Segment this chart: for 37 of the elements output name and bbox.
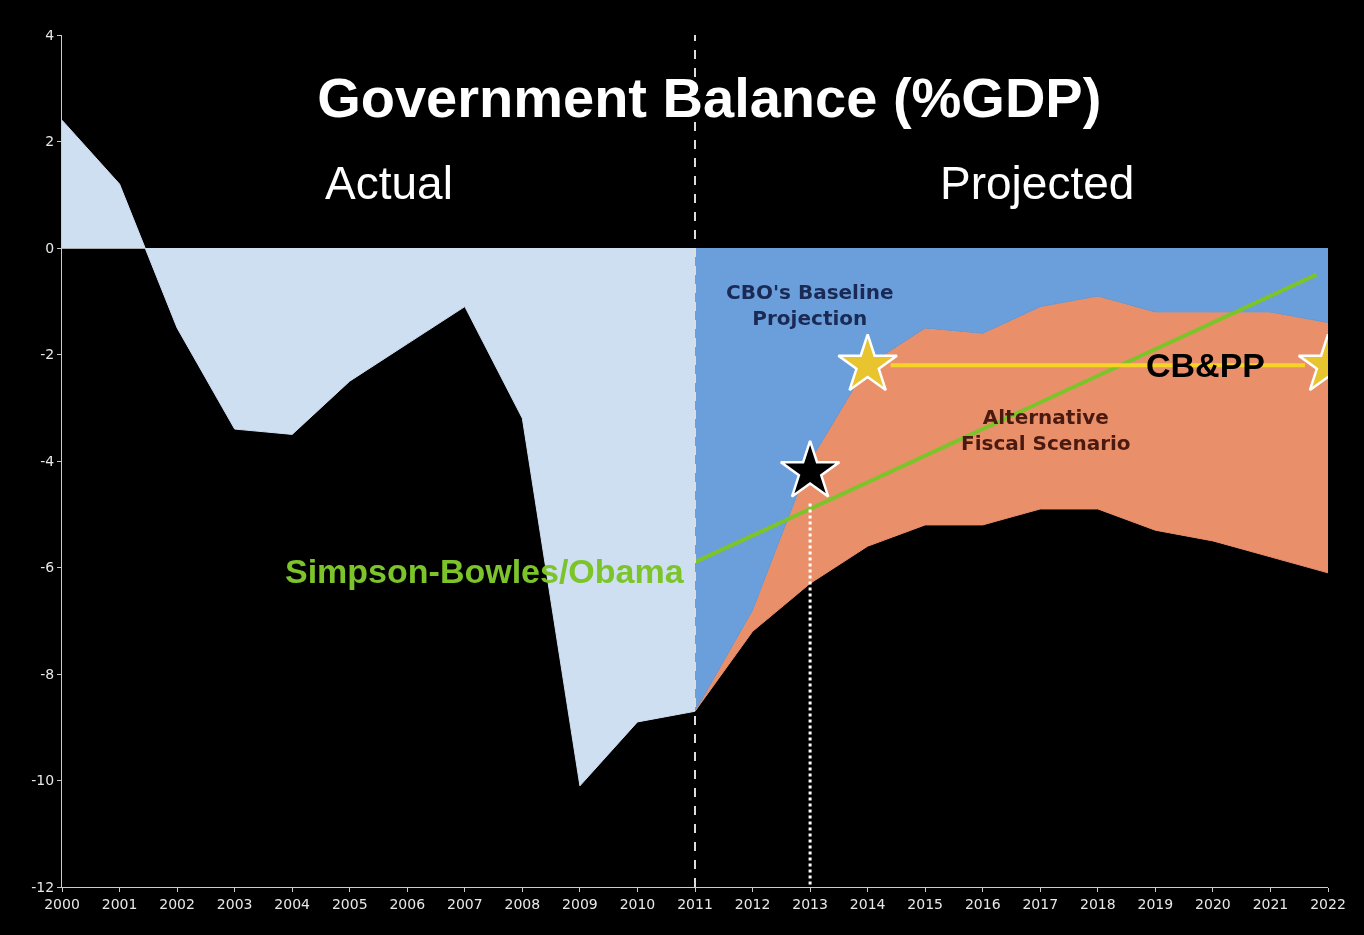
x-tick-label: 2008 bbox=[504, 895, 541, 912]
x-tick-label: 2007 bbox=[447, 895, 483, 912]
y-tick-label: -6 bbox=[40, 559, 55, 576]
x-tick-label: 2009 bbox=[562, 895, 598, 912]
x-tick-label: 2020 bbox=[1195, 895, 1231, 912]
y-tick-label: 0 bbox=[45, 239, 55, 256]
x-tick-label: 2000 bbox=[44, 895, 80, 912]
x-tick-label: 2018 bbox=[1080, 895, 1116, 912]
y-tick-label: -12 bbox=[31, 878, 55, 895]
x-tick-label: 2019 bbox=[1137, 895, 1174, 912]
x-tick-label: 2003 bbox=[216, 895, 253, 912]
y-tick-label: 4 bbox=[45, 26, 55, 43]
x-tick-label: 2012 bbox=[734, 895, 771, 912]
annotation: CBO's Baseline Projection bbox=[726, 280, 894, 330]
x-tick-label: 2015 bbox=[907, 895, 943, 912]
x-tick-label: 2006 bbox=[389, 895, 426, 912]
x-tick-label: 2004 bbox=[274, 895, 311, 912]
y-tick-label: -4 bbox=[40, 452, 55, 469]
x-tick-label: 2001 bbox=[101, 895, 138, 912]
x-tick-label: 2013 bbox=[792, 895, 828, 912]
x-tick-label: 2022 bbox=[1310, 895, 1346, 912]
x-tick-label: 2017 bbox=[1022, 895, 1059, 912]
x-tick-label: 2021 bbox=[1252, 895, 1289, 912]
x-tick-label: 2011 bbox=[677, 895, 713, 912]
x-tick-label: 2005 bbox=[331, 895, 368, 912]
y-tick-label: -10 bbox=[31, 772, 55, 789]
annotation: Actual bbox=[325, 157, 453, 209]
x-tick-label: 2014 bbox=[849, 895, 886, 912]
text: Government Balance (%GDP) bbox=[317, 65, 1102, 129]
y-tick-label: -2 bbox=[40, 346, 55, 363]
y-tick-label: -8 bbox=[40, 665, 55, 682]
x-tick-label: 2016 bbox=[964, 895, 1001, 912]
annotation: Projected bbox=[940, 157, 1135, 209]
y-tick-label: 2 bbox=[45, 133, 55, 150]
x-tick-label: 2010 bbox=[619, 895, 656, 912]
x-tick-label: 2002 bbox=[159, 895, 195, 912]
series-label: CB&PP bbox=[1146, 346, 1266, 384]
